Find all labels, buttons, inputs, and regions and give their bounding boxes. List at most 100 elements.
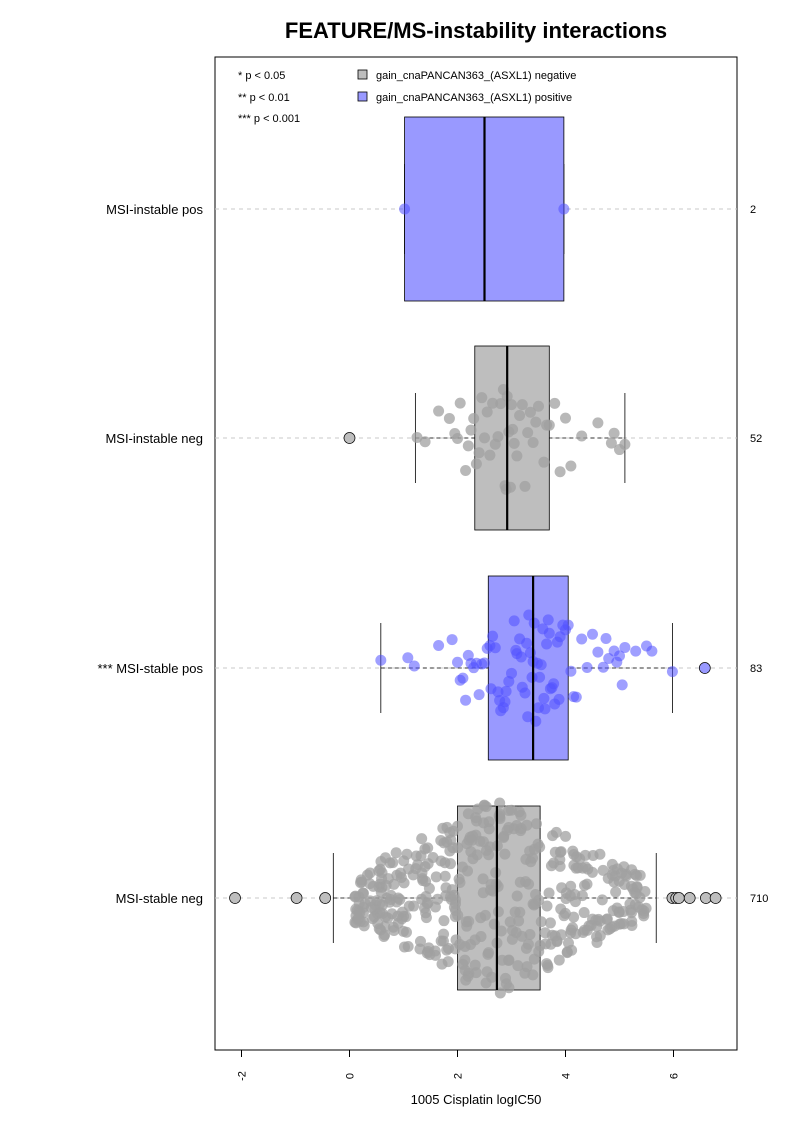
data-point <box>465 424 477 436</box>
data-point <box>594 848 606 860</box>
data-point <box>530 416 542 428</box>
data-point <box>543 419 555 431</box>
legend-swatch-negative <box>357 69 368 80</box>
data-point <box>619 438 631 450</box>
data-point <box>587 628 598 640</box>
data-point <box>516 930 528 942</box>
data-point <box>507 423 519 435</box>
data-point <box>627 883 639 895</box>
data-point <box>578 907 590 919</box>
significance-legend: * p < 0.05 ** p < 0.01 *** p < 0.001 <box>238 70 300 125</box>
chart-title: FEATURE/MS-instability interactions <box>285 18 667 43</box>
data-point <box>402 652 414 664</box>
data-point <box>554 466 566 478</box>
data-point <box>519 480 531 492</box>
data-point <box>541 638 553 650</box>
x-tick-label: -2 <box>237 1071 249 1081</box>
data-point <box>483 849 495 861</box>
data-point <box>544 917 556 929</box>
outlier-point <box>698 662 711 674</box>
data-point <box>535 916 547 928</box>
data-point <box>416 833 428 845</box>
group-count: 52 <box>750 433 762 445</box>
data-point <box>542 959 554 971</box>
data-point <box>448 889 460 901</box>
data-point <box>465 846 477 858</box>
data-point <box>542 614 554 626</box>
outlier-point <box>673 892 685 904</box>
data-point <box>630 645 642 657</box>
data-point <box>597 661 609 673</box>
data-point <box>504 916 516 928</box>
data-point <box>530 818 542 830</box>
data-point <box>548 678 560 690</box>
x-tick-label: 4 <box>561 1073 573 1079</box>
data-point <box>499 848 511 860</box>
data-point <box>540 938 552 950</box>
data-point <box>353 905 365 917</box>
x-axis: -2 0 2 4 6 <box>237 1049 681 1081</box>
data-point <box>519 967 531 979</box>
data-point <box>608 427 620 439</box>
sig-legend-3: *** p < 0.001 <box>238 113 300 125</box>
data-point <box>435 855 447 867</box>
data-point <box>379 852 391 864</box>
data-point <box>560 412 571 424</box>
legend-label-positive: gain_cnaPANCAN363_(ASXL1) positive <box>376 92 572 104</box>
data-point <box>538 692 550 704</box>
data-point <box>498 830 510 842</box>
data-point <box>479 657 490 669</box>
data-point <box>441 944 453 956</box>
sig-legend-2: ** p < 0.01 <box>238 92 290 104</box>
data-point <box>470 812 482 824</box>
data-point <box>513 806 525 818</box>
data-point <box>521 637 533 649</box>
data-point <box>462 865 474 877</box>
data-point <box>549 397 561 409</box>
data-point <box>602 924 614 936</box>
data-point <box>514 409 526 421</box>
data-point <box>535 659 547 671</box>
group-count: 83 <box>750 663 762 675</box>
data-point <box>553 693 565 705</box>
data-point <box>419 436 431 448</box>
data-point <box>422 897 434 909</box>
data-point <box>508 615 520 627</box>
data-point <box>372 917 384 929</box>
data-point <box>626 907 638 919</box>
data-point <box>435 935 447 947</box>
data-point <box>513 915 525 927</box>
data-point <box>523 609 535 621</box>
group-counts: 2 52 83 710 <box>750 204 768 905</box>
data-point <box>440 890 452 902</box>
data-point <box>553 954 565 966</box>
data-point <box>490 867 502 879</box>
data-point <box>561 947 573 959</box>
data-point <box>579 879 591 891</box>
data-point <box>522 711 534 723</box>
data-point <box>620 870 632 882</box>
data-point <box>562 619 574 631</box>
data-point <box>478 800 490 812</box>
data-point <box>555 903 567 915</box>
data-point <box>452 656 463 668</box>
data-point <box>473 689 485 701</box>
data-point <box>433 405 445 417</box>
data-point <box>560 887 572 899</box>
outlier-point <box>229 892 241 904</box>
data-point <box>600 633 612 645</box>
data-point <box>462 440 474 452</box>
data-point <box>410 863 422 875</box>
data-point <box>638 905 650 917</box>
data-point <box>446 634 458 646</box>
data-point <box>419 861 431 873</box>
x-tick-label: 2 <box>453 1073 465 1079</box>
data-point <box>534 841 546 853</box>
data-point <box>454 397 466 409</box>
group-count: 2 <box>750 204 756 216</box>
data-point <box>420 912 432 924</box>
data-point <box>482 948 494 960</box>
sig-legend-1: * p < 0.05 <box>238 70 285 82</box>
data-point <box>376 881 388 893</box>
